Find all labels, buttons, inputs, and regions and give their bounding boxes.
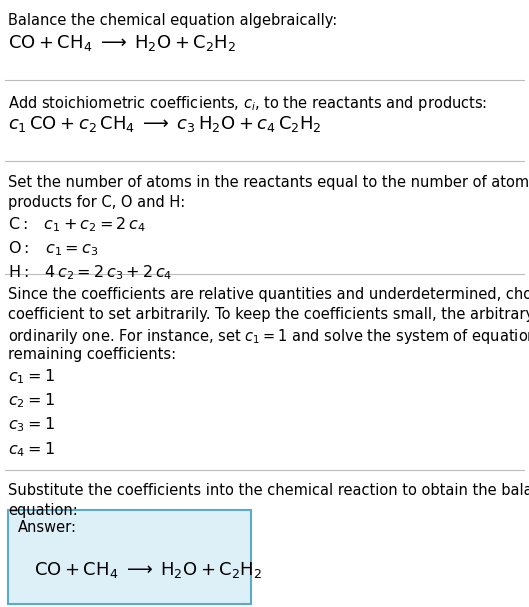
Text: $\mathrm{H:}\;\;\; 4\,c_2 = 2\,c_3 + 2\,c_4$: $\mathrm{H:}\;\;\; 4\,c_2 = 2\,c_3 + 2\,… xyxy=(8,263,172,282)
FancyBboxPatch shape xyxy=(8,510,251,604)
Text: Since the coefficients are relative quantities and underdetermined, choose a: Since the coefficients are relative quan… xyxy=(8,287,529,302)
Text: $\mathrm{CO + CH_4 \;\longrightarrow\; H_2O + C_2H_2}$: $\mathrm{CO + CH_4 \;\longrightarrow\; H… xyxy=(34,560,263,580)
Text: Substitute the coefficients into the chemical reaction to obtain the balanced: Substitute the coefficients into the che… xyxy=(8,483,529,498)
Text: $c_1\,\mathrm{CO} + c_2\,\mathrm{CH_4 \;\longrightarrow\;} c_3\,\mathrm{H_2O} + : $c_1\,\mathrm{CO} + c_2\,\mathrm{CH_4 \;… xyxy=(8,114,322,134)
Text: $c_3 = 1$: $c_3 = 1$ xyxy=(8,416,54,435)
Text: Set the number of atoms in the reactants equal to the number of atoms in the: Set the number of atoms in the reactants… xyxy=(8,175,529,190)
Text: $\mathrm{C:}\;\;\; c_1 + c_2 = 2\,c_4$: $\mathrm{C:}\;\;\; c_1 + c_2 = 2\,c_4$ xyxy=(8,215,146,234)
Text: $c_4 = 1$: $c_4 = 1$ xyxy=(8,440,54,459)
Text: products for C, O and H:: products for C, O and H: xyxy=(8,195,185,210)
Text: remaining coefficients:: remaining coefficients: xyxy=(8,347,176,362)
Text: $c_1 = 1$: $c_1 = 1$ xyxy=(8,367,54,386)
Text: $c_2 = 1$: $c_2 = 1$ xyxy=(8,392,54,410)
Text: ordinarily one. For instance, set $c_1 = 1$ and solve the system of equations fo: ordinarily one. For instance, set $c_1 =… xyxy=(8,327,529,346)
Text: Add stoichiometric coefficients, $c_i$, to the reactants and products:: Add stoichiometric coefficients, $c_i$, … xyxy=(8,94,487,113)
Text: $\mathrm{O:}\;\;\; c_1 = c_3$: $\mathrm{O:}\;\;\; c_1 = c_3$ xyxy=(8,239,98,258)
Text: $\mathrm{CO + CH_4 \;\longrightarrow\; H_2O + C_2H_2}$: $\mathrm{CO + CH_4 \;\longrightarrow\; H… xyxy=(8,33,236,53)
Text: Answer:: Answer: xyxy=(17,520,77,535)
Text: equation:: equation: xyxy=(8,503,78,518)
Text: coefficient to set arbitrarily. To keep the coefficients small, the arbitrary va: coefficient to set arbitrarily. To keep … xyxy=(8,307,529,322)
Text: Balance the chemical equation algebraically:: Balance the chemical equation algebraica… xyxy=(8,13,337,29)
